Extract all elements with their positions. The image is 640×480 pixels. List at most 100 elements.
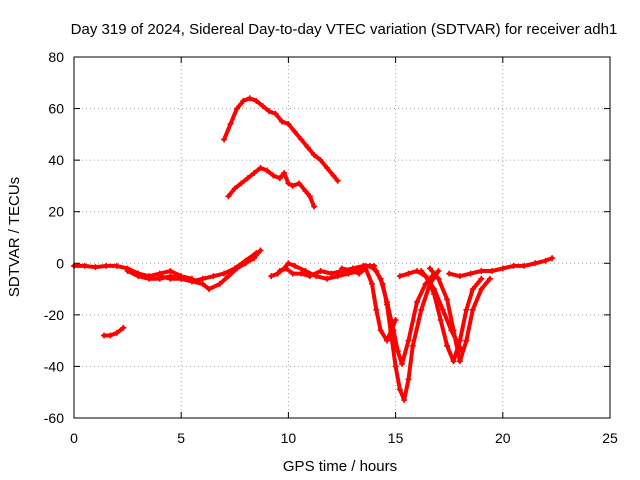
x-tick-label: 15 xyxy=(388,430,404,446)
data-point xyxy=(510,262,517,269)
x-tick-label: 5 xyxy=(177,430,185,446)
y-tick-label: -60 xyxy=(44,410,64,426)
data-point xyxy=(317,157,324,164)
data-point xyxy=(311,203,318,210)
data-point xyxy=(521,262,528,269)
data-point xyxy=(263,167,270,174)
data-point xyxy=(373,306,380,313)
data-point xyxy=(549,255,556,262)
y-axis-label: SDTVAR / TECUs xyxy=(6,177,23,297)
data-point xyxy=(401,396,408,403)
data-point xyxy=(156,273,163,280)
data-point xyxy=(266,108,273,115)
data-point xyxy=(439,306,446,313)
data-point xyxy=(242,260,249,267)
series-dip-3 xyxy=(372,266,437,366)
data-point xyxy=(356,270,363,277)
data-point xyxy=(238,180,245,187)
data-point xyxy=(469,306,476,313)
data-point xyxy=(225,193,232,200)
data-point xyxy=(392,317,399,324)
y-tick-label: 60 xyxy=(48,101,64,117)
data-point xyxy=(384,337,391,344)
x-tick-label: 0 xyxy=(70,430,78,446)
data-point xyxy=(371,265,378,272)
data-point xyxy=(377,327,384,334)
data-point xyxy=(330,172,337,179)
data-point xyxy=(328,270,335,277)
data-point xyxy=(246,95,253,102)
data-point xyxy=(199,275,206,282)
y-tick-label: 80 xyxy=(48,49,64,65)
data-point xyxy=(135,273,142,280)
data-point xyxy=(225,273,232,280)
data-point xyxy=(306,193,313,200)
data-point xyxy=(409,342,416,349)
data-point xyxy=(405,376,412,383)
chart-title: Day 319 of 2024, Sidereal Day-to-day VTE… xyxy=(71,21,618,38)
data-point xyxy=(221,270,228,277)
data-point xyxy=(285,180,292,187)
series-dip-5 xyxy=(419,269,484,364)
data-point xyxy=(414,298,421,305)
data-point xyxy=(272,110,279,117)
data-point xyxy=(289,270,296,277)
data-point xyxy=(113,329,120,336)
data-point xyxy=(469,286,476,293)
data-point xyxy=(276,175,283,182)
data-point xyxy=(334,273,341,280)
data-point xyxy=(399,360,406,367)
data-point xyxy=(424,275,431,282)
data-point xyxy=(251,255,258,262)
data-point xyxy=(394,347,401,354)
data-point xyxy=(188,278,195,285)
data-point xyxy=(431,291,438,298)
series-tail xyxy=(447,256,555,279)
data-point xyxy=(101,332,108,339)
data-point xyxy=(291,262,298,269)
data-point xyxy=(107,332,114,339)
y-tick-label: -20 xyxy=(44,307,64,323)
data-point xyxy=(199,280,206,287)
data-point xyxy=(478,286,485,293)
data-point xyxy=(349,268,356,275)
data-point xyxy=(426,265,433,272)
data-point xyxy=(369,280,376,287)
data-point xyxy=(435,268,442,275)
data-series xyxy=(71,95,556,403)
data-point xyxy=(124,268,131,275)
data-point xyxy=(120,324,127,331)
data-point xyxy=(531,260,538,267)
data-point xyxy=(306,273,313,280)
data-point xyxy=(283,265,290,272)
x-axis-label: GPS time / hours xyxy=(283,458,397,475)
data-point xyxy=(253,97,260,104)
grid xyxy=(74,57,610,418)
data-point xyxy=(456,337,463,344)
data-point xyxy=(81,262,88,269)
plot-frame xyxy=(73,56,611,419)
data-point xyxy=(276,268,283,275)
data-point xyxy=(384,298,391,305)
data-point xyxy=(233,105,240,112)
y-tick-label: -40 xyxy=(44,358,64,374)
data-point xyxy=(285,260,292,267)
y-tick-label: 0 xyxy=(56,255,64,271)
data-point xyxy=(233,265,240,272)
data-point xyxy=(463,337,470,344)
data-point xyxy=(304,144,311,151)
data-point xyxy=(450,327,457,334)
data-point xyxy=(478,275,485,282)
data-point xyxy=(366,262,373,269)
y-tick-label: 20 xyxy=(48,204,64,220)
data-point xyxy=(259,102,266,109)
data-point xyxy=(444,342,451,349)
data-point xyxy=(146,275,153,282)
data-point xyxy=(103,262,110,269)
series-base-3 xyxy=(157,248,263,292)
data-point xyxy=(240,97,247,104)
data-point xyxy=(435,275,442,282)
data-point xyxy=(392,363,399,370)
data-point xyxy=(251,170,258,177)
